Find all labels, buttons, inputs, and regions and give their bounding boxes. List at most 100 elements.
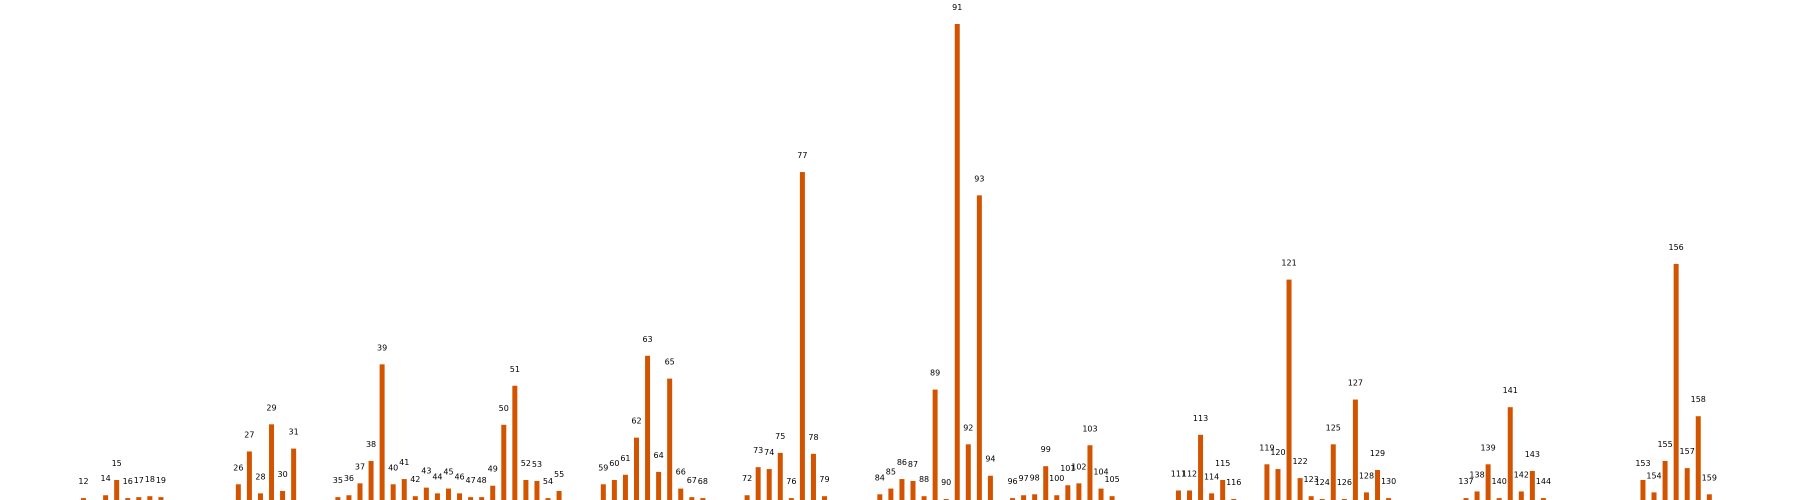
bar-label-39: 39 bbox=[377, 343, 387, 352]
bar-label-139: 139 bbox=[1480, 443, 1495, 452]
bar-label-86: 86 bbox=[897, 458, 907, 467]
bar-119 bbox=[1264, 464, 1270, 500]
bar-28 bbox=[257, 493, 263, 500]
bar-154 bbox=[1651, 492, 1657, 500]
bar-16 bbox=[125, 498, 131, 500]
bar-104 bbox=[1098, 488, 1104, 500]
bar-label-96: 96 bbox=[1007, 477, 1017, 486]
bar-91 bbox=[954, 24, 960, 500]
bar-label-144: 144 bbox=[1536, 477, 1551, 486]
bar-label-79: 79 bbox=[819, 475, 829, 484]
bar-36 bbox=[346, 495, 352, 500]
bar-128 bbox=[1363, 492, 1369, 500]
bar-121 bbox=[1286, 279, 1292, 500]
bar-label-35: 35 bbox=[333, 476, 343, 485]
bar-label-77: 77 bbox=[797, 151, 807, 160]
bar-142 bbox=[1518, 491, 1524, 500]
bar-label-15: 15 bbox=[112, 459, 122, 468]
bar-label-18: 18 bbox=[145, 475, 155, 484]
bar-label-63: 63 bbox=[642, 335, 652, 344]
bar-157 bbox=[1684, 468, 1690, 500]
bar-77 bbox=[799, 172, 805, 500]
bar-label-122: 122 bbox=[1292, 457, 1307, 466]
bar-label-28: 28 bbox=[255, 472, 265, 481]
bar-19 bbox=[158, 497, 164, 500]
bar-label-94: 94 bbox=[985, 455, 995, 464]
bar-159 bbox=[1706, 494, 1712, 500]
bar-label-159: 159 bbox=[1702, 473, 1717, 482]
bar-label-45: 45 bbox=[443, 468, 453, 477]
bar-130 bbox=[1386, 498, 1392, 500]
bar-37 bbox=[357, 483, 363, 500]
bar-label-138: 138 bbox=[1469, 470, 1484, 479]
bar-59 bbox=[600, 484, 606, 500]
bar-156 bbox=[1673, 263, 1679, 500]
bar-label-68: 68 bbox=[698, 477, 708, 486]
bar-label-137: 137 bbox=[1458, 477, 1473, 486]
bar-62 bbox=[634, 437, 639, 500]
bar-label-50: 50 bbox=[499, 404, 509, 413]
bar-31 bbox=[291, 448, 297, 500]
bar-67 bbox=[689, 497, 695, 500]
bar-label-38: 38 bbox=[366, 440, 376, 449]
bar-12 bbox=[81, 498, 86, 500]
bar-series bbox=[81, 24, 1712, 500]
bar-label-74: 74 bbox=[764, 448, 774, 457]
bar-41 bbox=[401, 479, 407, 500]
bar-label-78: 78 bbox=[808, 433, 818, 442]
bar-label-114: 114 bbox=[1204, 472, 1219, 481]
bar-label-153: 153 bbox=[1635, 459, 1650, 468]
bar-60 bbox=[611, 480, 617, 500]
bar-label-75: 75 bbox=[775, 432, 785, 441]
bar-label-112: 112 bbox=[1182, 469, 1197, 478]
bar-54 bbox=[545, 498, 551, 500]
bar-74 bbox=[766, 469, 772, 500]
bar-label-100: 100 bbox=[1049, 474, 1064, 483]
bar-label-125: 125 bbox=[1326, 423, 1341, 432]
bar-65 bbox=[667, 378, 673, 500]
bar-label-123: 123 bbox=[1304, 475, 1319, 484]
bar-label-142: 142 bbox=[1514, 470, 1529, 479]
bar-label-29: 29 bbox=[266, 403, 276, 412]
bar-138 bbox=[1474, 491, 1480, 500]
bar-label-52: 52 bbox=[521, 459, 531, 468]
bar-93 bbox=[976, 195, 982, 500]
bar-label-30: 30 bbox=[277, 470, 287, 479]
bar-105 bbox=[1109, 496, 1115, 500]
bar-label-157: 157 bbox=[1680, 447, 1695, 456]
bar-label-44: 44 bbox=[432, 472, 442, 481]
bar-112 bbox=[1187, 490, 1192, 500]
bar-75 bbox=[777, 452, 783, 500]
bar-125 bbox=[1330, 444, 1336, 500]
bar-40 bbox=[390, 484, 396, 500]
bar-52 bbox=[523, 480, 529, 500]
bar-label-88: 88 bbox=[919, 475, 929, 484]
bar-85 bbox=[888, 488, 894, 500]
bar-label-126: 126 bbox=[1337, 478, 1352, 487]
bar-label-64: 64 bbox=[654, 451, 664, 460]
bar-103 bbox=[1087, 445, 1093, 500]
bar-50 bbox=[501, 424, 507, 500]
bar-label-55: 55 bbox=[554, 470, 564, 479]
bar-label-124: 124 bbox=[1315, 478, 1330, 487]
bar-label-67: 67 bbox=[687, 476, 697, 485]
bar-137 bbox=[1463, 498, 1469, 500]
bar-43 bbox=[423, 487, 429, 500]
bar-114 bbox=[1209, 493, 1215, 500]
bar-115 bbox=[1220, 480, 1226, 500]
bar-label-16: 16 bbox=[123, 477, 133, 486]
bar-18 bbox=[147, 496, 153, 500]
bar-label-42: 42 bbox=[410, 475, 420, 484]
bar-label-27: 27 bbox=[244, 430, 254, 439]
bar-label-66: 66 bbox=[676, 468, 686, 477]
bar-89 bbox=[932, 389, 938, 500]
bar-53 bbox=[534, 480, 540, 500]
bar-label-141: 141 bbox=[1503, 386, 1518, 395]
bar-label-73: 73 bbox=[753, 446, 763, 455]
bar-141 bbox=[1507, 407, 1513, 500]
bar-label-51: 51 bbox=[510, 365, 520, 374]
bar-label-62: 62 bbox=[631, 417, 641, 426]
bar-label-120: 120 bbox=[1270, 448, 1285, 457]
